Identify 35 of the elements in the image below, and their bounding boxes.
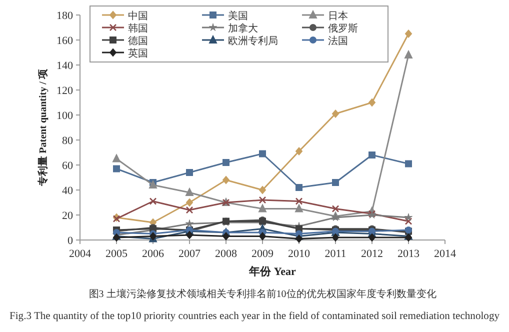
x-axis-title: 年份 Year xyxy=(248,265,296,278)
x-tick-label: 2004 xyxy=(69,248,92,260)
y-tick-label: 60 xyxy=(62,160,74,172)
y-tick-label: 180 xyxy=(56,10,74,22)
caption: 图3 土壤污染修复技术领域相关专利排名前10位的优先权国家年度专利数量变化 xyxy=(88,288,436,300)
legend-label: 法国 xyxy=(328,35,348,47)
x-tick-label: 2008 xyxy=(215,248,238,260)
y-tick-label: 120 xyxy=(56,85,74,97)
y-tick-label: 40 xyxy=(62,185,74,197)
y-tick-label: 140 xyxy=(56,60,74,72)
y-tick-label: 100 xyxy=(56,110,74,122)
y-axis-title: 专利量 Patent quantity / 项 xyxy=(37,68,49,187)
legend-label: 美国 xyxy=(228,10,248,22)
legend-label: 俄罗斯 xyxy=(328,22,358,34)
x-tick-label: 2014 xyxy=(434,248,456,260)
legend-label: 加拿大 xyxy=(228,22,258,34)
caption: Fig.3 The quantity of the top10 priority countries each year in the field of contaminated soil remediation technology xyxy=(10,311,500,322)
x-tick-label: 2012 xyxy=(361,248,383,260)
x-tick-label: 2010 xyxy=(288,248,310,260)
legend-label: 德国 xyxy=(128,36,148,47)
y-tick-label: 0 xyxy=(68,235,74,247)
x-tick-label: 2006 xyxy=(142,248,164,260)
legend-label: 中国 xyxy=(128,10,148,22)
y-tick-label: 160 xyxy=(56,35,74,47)
x-tick-label: 2007 xyxy=(178,248,201,260)
y-tick-label: 20 xyxy=(62,210,74,222)
y-tick-label: 80 xyxy=(62,135,74,147)
x-tick-label: 2009 xyxy=(252,248,274,260)
legend-label: 韩国 xyxy=(128,22,148,34)
x-tick-label: 2011 xyxy=(324,248,346,260)
legend-label: 日本 xyxy=(328,10,348,22)
x-tick-label: 2013 xyxy=(398,248,420,260)
legend-label: 欧洲专利局 xyxy=(228,35,278,47)
legend-label: 英国 xyxy=(128,48,148,60)
x-tick-label: 2005 xyxy=(106,248,128,260)
